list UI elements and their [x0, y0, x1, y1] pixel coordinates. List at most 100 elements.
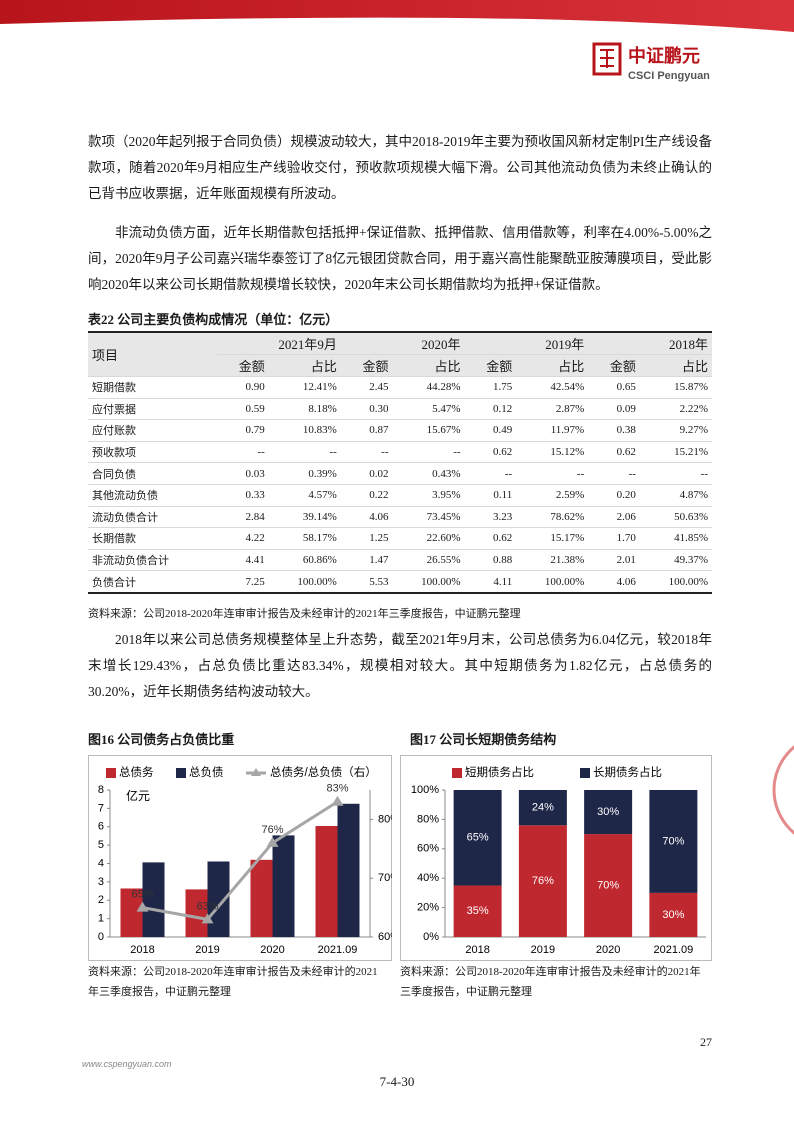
x-tick-label: 2021.09	[653, 944, 693, 956]
table-cell: 0.79	[217, 419, 269, 442]
line	[142, 800, 339, 921]
x-tick-label: 2020	[260, 944, 284, 956]
x-tick-label: 2018	[130, 944, 154, 956]
table-cell: 3.95%	[392, 484, 465, 507]
table-cell: 2.06	[588, 506, 640, 529]
stamp	[772, 745, 794, 835]
table-cell: 1.75	[464, 376, 517, 399]
table-cell: 2.59%	[516, 484, 589, 507]
legend-swatch	[452, 768, 462, 778]
table-cell: 2.87%	[516, 398, 589, 421]
table-cell: 预收款项	[88, 441, 218, 464]
item-header: 项目	[88, 331, 218, 377]
y-tick-label: 8	[98, 784, 104, 796]
value-label: 70%	[662, 835, 684, 847]
table-cell: 39.14%	[268, 506, 341, 529]
table-row: 应付账款 0.79 10.83% 0.87 15.67% 0.49 11.97% 0.38 9.…	[88, 419, 712, 442]
table-head: 项目 2021年9月 2020年 2019年 2018年 金额 占比 金额 占比 金额 占比 金额 占比	[88, 331, 712, 377]
marker	[201, 913, 214, 924]
table-cell: 1.25	[340, 527, 393, 550]
legend-swatch	[176, 768, 186, 778]
legend-label: 总债务/总负债（右）	[270, 765, 377, 779]
table-cell: 0.62	[464, 441, 517, 464]
legend-swatch	[251, 768, 261, 776]
period-header: 2020年	[340, 331, 465, 355]
value-label: 65%	[467, 832, 489, 844]
table-cell: 2.84	[217, 506, 269, 529]
bar	[120, 888, 143, 937]
y-tick-label: 1	[98, 913, 104, 925]
table-cell: 5.47%	[392, 398, 465, 421]
sub-header: 金额	[217, 354, 269, 377]
header-row: 项目 2021年9月 2020年 2019年 2018年	[88, 331, 712, 377]
table-cell: 0.11	[464, 484, 517, 507]
table-body: 短期借款 0.90 12.41% 2.45 44.28% 1.75 42.54% 0.65 15…	[88, 376, 712, 594]
y-tick-label: 2	[98, 894, 104, 906]
table-cell: 4.11	[464, 570, 517, 594]
x-tick-label: 2020	[596, 944, 620, 956]
table-row: 短期借款 0.90 12.41% 2.45 44.28% 1.75 42.54% 0.65 15…	[88, 376, 712, 399]
table-cell: 0.62	[464, 527, 517, 550]
table-cell: 49.37%	[639, 549, 712, 572]
table-cell: 60.86%	[268, 549, 341, 572]
y-tick-label: 60%	[417, 843, 439, 855]
table-cell: 100.00%	[516, 570, 589, 594]
table-cell: 0.43%	[392, 462, 465, 485]
y-tick-label: 80%	[417, 813, 439, 825]
table-cell: 11.97%	[516, 419, 589, 442]
figure-source: 资料来源：公司2018-2020年连审审计报告及未经审计的2021年三季度报告，…	[88, 966, 378, 998]
value-label: 65%	[131, 889, 153, 901]
table-cell: 41.85%	[639, 527, 712, 550]
table-cell: 4.06	[588, 570, 640, 594]
y-tick-label: 0	[98, 931, 104, 943]
bar	[272, 835, 295, 937]
table-cell: 12.41%	[268, 376, 341, 399]
table-cell: 0.87	[340, 419, 393, 442]
table-cell: 100.00%	[268, 570, 341, 594]
chart: 0% 20% 40% 60% 80% 100% 2018 35% 65% 2019 76% 24% 20…	[400, 755, 712, 961]
table-cell: 4.22	[217, 527, 269, 550]
table-cell: 7.25	[217, 570, 269, 594]
value-label: 76%	[532, 875, 554, 887]
table-cell: 2.01	[588, 549, 640, 572]
y-tick-label: 5	[98, 839, 104, 851]
table-row: 长期借款 4.22 58.17% 1.25 22.60% 0.62 15.17% 1.70 41…	[88, 527, 712, 550]
bar-segment	[649, 790, 698, 893]
period-header: 2021年9月	[217, 331, 341, 355]
table-cell: 0.30	[340, 398, 393, 421]
x-tick-label: 2019	[531, 944, 555, 956]
figure-source: 资料来源：公司2018-2020年连审审计报告及未经审计的2021年三季度报告，…	[400, 966, 701, 998]
legend-label: 总债务	[119, 765, 154, 779]
table-cell: 15.21%	[639, 441, 712, 464]
y-tick-label: 40%	[417, 872, 439, 884]
y-tick-label: 6	[98, 821, 104, 833]
table-cell: 4.57%	[268, 484, 341, 507]
value-label: 76%	[261, 824, 283, 836]
table-cell: 15.17%	[516, 527, 589, 550]
table-cell: 58.17%	[268, 527, 341, 550]
x-tick-label: 2021.09	[318, 944, 358, 956]
table-cell: 0.33	[217, 484, 269, 507]
paragraph: 2018年以来公司总债务规模整体呈上升态势，截至2021年9月末，公司总债务为6…	[88, 632, 712, 699]
header-band: 中证鹏元 CSCI Pengyuan	[0, 0, 794, 82]
bar	[185, 889, 208, 937]
y2-tick-label: 80%	[378, 813, 392, 825]
website: www.cspengyuan.com	[82, 1059, 172, 1069]
y-tick-label: 4	[98, 857, 104, 869]
table-cell: --	[340, 441, 393, 464]
sub-header: 占比	[268, 354, 341, 377]
table-cell: 流动负债合计	[88, 506, 218, 529]
frame	[88, 755, 392, 961]
chart: 0 1 2 3 4 5 6 7 8 60% 70% 80% 亿元 2018 2019 2020 2021.09 6…	[88, 755, 392, 961]
table-cell: 负债合计	[88, 570, 218, 594]
value-label: 83%	[326, 783, 348, 795]
frame	[400, 755, 712, 961]
bar-segment	[584, 790, 633, 835]
table-cell: 100.00%	[639, 570, 712, 594]
bar	[250, 859, 273, 937]
bar-segment	[518, 790, 567, 826]
unit-label: 亿元	[126, 788, 150, 803]
table-cell: 0.03	[217, 462, 269, 485]
table-cell: --	[588, 462, 640, 485]
page-number: 27	[700, 1035, 712, 1049]
